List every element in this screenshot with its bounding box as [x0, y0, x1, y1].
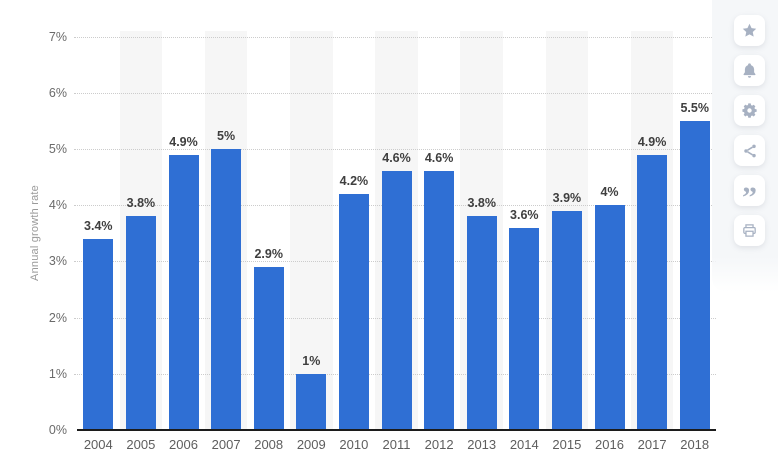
share-button[interactable] [734, 135, 765, 166]
bar-value-label: 5.5% [680, 100, 709, 115]
y-axis-tick-label: 0% [48, 423, 67, 437]
bar-2009[interactable] [296, 373, 327, 430]
gridline [74, 36, 716, 38]
x-axis-tick-label: 2008 [254, 437, 284, 452]
bar-2013[interactable] [466, 216, 497, 430]
x-axis-tick-label: 2007 [211, 437, 241, 452]
gear-icon [741, 102, 758, 119]
bar-value-label: 4.9% [637, 134, 667, 149]
bar-value-label: 5% [217, 129, 236, 143]
bar-2007[interactable] [211, 149, 242, 430]
x-axis-tick-label: 2013 [467, 437, 497, 452]
bar-value-label: 3.4% [84, 218, 113, 233]
bar-2014[interactable] [509, 227, 540, 430]
bar-2008[interactable] [253, 267, 284, 430]
x-axis-tick-label: 2010 [339, 437, 369, 452]
x-axis-tick-label: 2006 [169, 437, 198, 452]
bar-2004[interactable] [83, 238, 114, 430]
bar-2016[interactable] [594, 205, 625, 430]
x-axis-tick-label: 2005 [126, 437, 156, 452]
x-axis-tick-label: 2012 [424, 437, 454, 452]
bar-2006[interactable] [168, 154, 199, 430]
y-axis-title: Annual growth rate [29, 185, 41, 281]
bar-value-label: 4% [600, 185, 619, 200]
bar-2010[interactable] [338, 193, 369, 430]
bar-value-label: 4.6% [382, 151, 411, 166]
y-axis-tick-label: 7% [48, 29, 67, 44]
bar-2005[interactable] [125, 216, 156, 430]
bar-value-label: 3.8% [126, 196, 156, 211]
bar-2017[interactable] [637, 154, 668, 430]
print-icon [741, 222, 758, 239]
star-icon [741, 22, 758, 39]
y-axis-tick-label: 6% [48, 85, 67, 100]
share-icon [742, 143, 758, 159]
gridline [74, 92, 716, 94]
favorite-button[interactable] [734, 15, 765, 46]
bar-2015[interactable] [551, 210, 582, 430]
bar-value-label: 3.6% [510, 207, 539, 222]
bar-value-label: 3.8% [467, 196, 496, 211]
bar-value-label: 3.9% [552, 190, 582, 205]
quote-icon: ” [742, 180, 757, 214]
y-axis-tick-label: 1% [48, 366, 67, 381]
x-axis-tick-label: 2017 [637, 437, 667, 452]
bell-icon [741, 62, 758, 79]
x-axis-tick-label: 2018 [680, 437, 710, 452]
x-axis-tick-label: 2014 [509, 437, 539, 452]
y-axis-tick-label: 3% [48, 254, 67, 269]
bar-value-label: 4.9% [169, 134, 198, 149]
bar-value-label: 4.6% [424, 151, 454, 166]
bar-2012[interactable] [424, 171, 455, 430]
bar-value-label: 1% [302, 353, 321, 368]
y-axis-tick-label: 5% [48, 142, 67, 156]
cite-button[interactable]: ” [734, 175, 765, 214]
x-axis-tick-label: 2011 [382, 437, 411, 452]
bar-value-label: 2.9% [254, 247, 283, 262]
bar-2011[interactable] [381, 171, 412, 430]
x-axis-line [77, 429, 716, 431]
x-axis-tick-label: 2004 [83, 437, 113, 452]
x-axis-tick-label: 2016 [595, 437, 624, 452]
print-button[interactable] [734, 215, 765, 246]
y-axis-tick-label: 4% [48, 198, 67, 213]
bar-2018[interactable] [679, 120, 710, 430]
notifications-button[interactable] [734, 55, 765, 86]
x-axis-tick-label: 2009 [296, 437, 326, 452]
settings-button[interactable] [734, 95, 765, 126]
y-axis-tick-label: 2% [48, 310, 67, 325]
x-axis-tick-label: 2015 [552, 437, 582, 452]
bar-value-label: 4.2% [339, 173, 369, 188]
gridline [74, 149, 716, 150]
column-stripe [290, 31, 333, 430]
